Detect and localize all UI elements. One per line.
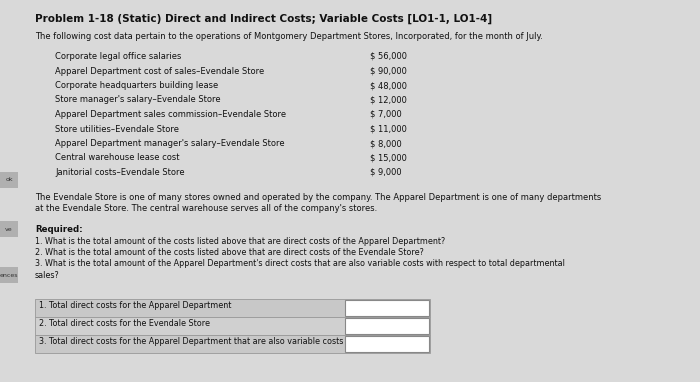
Text: Apparel Department sales commission–Evendale Store: Apparel Department sales commission–Even… [55,110,286,119]
Text: Store manager's salary–Evendale Store: Store manager's salary–Evendale Store [55,96,220,105]
Text: $ 48,000: $ 48,000 [370,81,407,90]
Bar [35,335,430,353]
Text: Store utilities–Evendale Store: Store utilities–Evendale Store [55,125,179,133]
Text: The Evendale Store is one of many stores owned and operated by the company. The : The Evendale Store is one of many stores… [35,193,601,213]
Bar [345,336,429,352]
Text: Apparel Department cost of sales–Evendale Store: Apparel Department cost of sales–Evendal… [55,66,265,76]
Text: $ 56,000: $ 56,000 [370,52,407,61]
Text: Apparel Department manager's salary–Evendale Store: Apparel Department manager's salary–Even… [55,139,285,148]
Text: $ 12,000: $ 12,000 [370,96,407,105]
Text: $ 11,000: $ 11,000 [370,125,407,133]
Text: $ 90,000: $ 90,000 [370,66,407,76]
Bar [345,300,429,316]
Text: 1. Total direct costs for the Apparel Department: 1. Total direct costs for the Apparel De… [39,301,232,310]
Bar [0,221,18,237]
Text: ences: ences [0,272,18,278]
Text: $ 15,000: $ 15,000 [370,154,407,162]
Text: Janitorial costs–Evendale Store: Janitorial costs–Evendale Store [55,168,185,177]
Text: 3. What is the total amount of the Apparel Department's direct costs that are al: 3. What is the total amount of the Appar… [35,259,565,280]
Text: 2. What is the total amount of the costs listed above that are direct costs of t: 2. What is the total amount of the costs… [35,248,424,257]
Bar [35,317,430,335]
Text: ok: ok [5,177,13,182]
Text: Central warehouse lease cost: Central warehouse lease cost [55,154,179,162]
Text: Corporate headquarters building lease: Corporate headquarters building lease [55,81,218,90]
Text: The following cost data pertain to the operations of Montgomery Department Store: The following cost data pertain to the o… [35,32,543,41]
Text: Problem 1-18 (Static) Direct and Indirect Costs; Variable Costs [LO1-1, LO1-4]: Problem 1-18 (Static) Direct and Indirec… [35,14,492,24]
Bar [35,299,430,317]
Bar [0,267,18,283]
Text: Required:: Required: [35,225,83,233]
Text: $ 9,000: $ 9,000 [370,168,402,177]
Bar [0,172,18,188]
Text: 1. What is the total amount of the costs listed above that are direct costs of t: 1. What is the total amount of the costs… [35,236,445,246]
Text: ve: ve [5,227,13,232]
Text: 2. Total direct costs for the Evendale Store: 2. Total direct costs for the Evendale S… [39,319,210,328]
Text: Corporate legal office salaries: Corporate legal office salaries [55,52,181,61]
Text: $ 7,000: $ 7,000 [370,110,402,119]
Text: 3. Total direct costs for the Apparel Department that are also variable costs: 3. Total direct costs for the Apparel De… [39,337,344,346]
Text: $ 8,000: $ 8,000 [370,139,402,148]
Bar [345,318,429,334]
